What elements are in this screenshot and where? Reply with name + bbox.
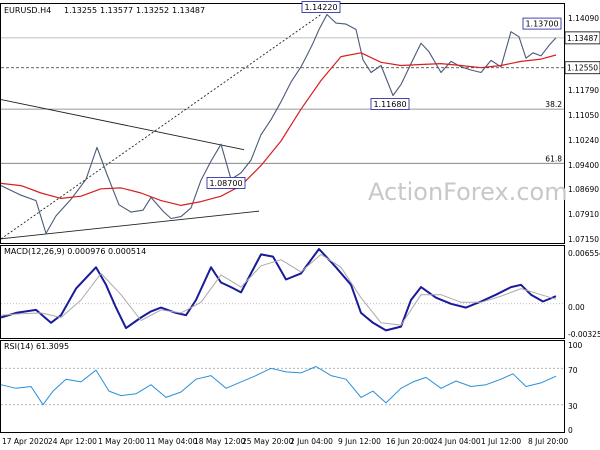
x-axis: 17 Apr 2020 24 Apr 12:00 1 May 20:00 11 … (2, 437, 568, 446)
support-marker-text: 1.12550 (567, 64, 598, 73)
fib-level-label: 61.8 (545, 154, 562, 163)
panel-frames (0, 3, 565, 433)
x-tick: 16 Jun 20:00 (386, 437, 434, 446)
price-annotation-box (206, 177, 246, 189)
x-tick: 11 May 04:00 (146, 437, 198, 446)
x-tick: 8 Jul 20:00 (528, 437, 568, 446)
price-annotation-text: 1.11680 (373, 100, 406, 109)
trendline (0, 14, 322, 240)
price-annotation-text: 1.08700 (209, 179, 242, 188)
rsi-y-tick: 30 (568, 402, 578, 411)
support-marker-box (564, 61, 600, 75)
x-tick: 18 May 12:00 (194, 437, 246, 446)
price-series (0, 13, 557, 234)
instrument-label: EURUSD.H4 (4, 6, 51, 15)
main-y-tick: 1.11790 (568, 86, 599, 95)
macd-y-tick: -0.003259 (568, 330, 600, 339)
main-panel-frame (0, 3, 565, 244)
main-y-tick: 1.07150 (568, 235, 599, 244)
macd-line (0, 248, 557, 332)
ohlc-low: 1.13252 (136, 6, 169, 15)
trendline (0, 210, 260, 240)
price-annotation-box (370, 98, 410, 110)
macd-signal-line (0, 253, 557, 326)
rsi-panel-frame (0, 340, 565, 433)
macd-panel-frame (0, 245, 565, 339)
price-annotation-text: 1.14220 (304, 3, 337, 12)
x-tick: 9 Jun 12:00 (338, 437, 381, 446)
series-layer (0, 13, 557, 406)
trendlines (0, 14, 322, 240)
main-y-tick: 1.11050 (568, 111, 599, 120)
price-annotation-box (301, 1, 341, 13)
ohlc-open: 1.13255 (64, 6, 97, 15)
x-tick: 17 Apr 2020 (2, 437, 49, 446)
main-y-tick: 1.07910 (568, 210, 599, 219)
watermark: ActionForex.com (368, 178, 568, 206)
x-tick: 2 Jun 04:00 (290, 437, 333, 446)
x-tick: 1 May 20:00 (98, 437, 145, 446)
rsi-y-tick: 0 (568, 426, 573, 435)
price-markers: 1.13487 1.12550 (564, 31, 600, 75)
x-tick: 24 Apr 12:00 (48, 437, 97, 446)
main-y-tick: 1.08690 (568, 185, 599, 194)
rsi-title: RSI(14) 61.3095 (4, 342, 69, 351)
rsi-y-tick: 70 (568, 366, 578, 375)
x-tick: 1 Jul 12:00 (481, 437, 521, 446)
rsi-line (0, 366, 557, 406)
price-annotation-box (522, 17, 562, 30)
main-y-tick: 1.10240 (568, 136, 599, 145)
ohlc-close: 1.13487 (172, 6, 205, 15)
rsi-y-tick: 100 (568, 341, 583, 350)
main-y-tick: 1.14090 (568, 14, 599, 23)
macd-y-tick: 0.00 (568, 303, 585, 312)
x-tick: 25 May 20:00 (242, 437, 294, 446)
macd-title: MACD(12,26,9) 0.000976 0.000514 (4, 247, 146, 256)
current-price-marker-text: 1.13487 (567, 34, 598, 43)
macd-y-tick: 0.006554 (568, 249, 600, 258)
fib-level-label: 38.2 (545, 100, 562, 109)
main-y-tick: 1.09400 (568, 161, 599, 170)
price-annotations: 1.14220 1.13700 1.11680 1.08700 (206, 1, 562, 189)
macd-y-axis: 0.006554 0.00 -0.003259 (568, 249, 600, 339)
x-tick: 24 Jun 04:00 (433, 437, 481, 446)
ohlc-high: 1.13577 (100, 6, 133, 15)
current-price-marker-box (564, 31, 600, 45)
reference-lines: 38.2 61.8 (1, 37, 564, 406)
rsi-y-axis: 100 70 30 0 (568, 341, 583, 435)
price-annotation-text: 1.13700 (525, 20, 558, 29)
trendline (0, 99, 245, 151)
moving-average-line (0, 52, 557, 206)
